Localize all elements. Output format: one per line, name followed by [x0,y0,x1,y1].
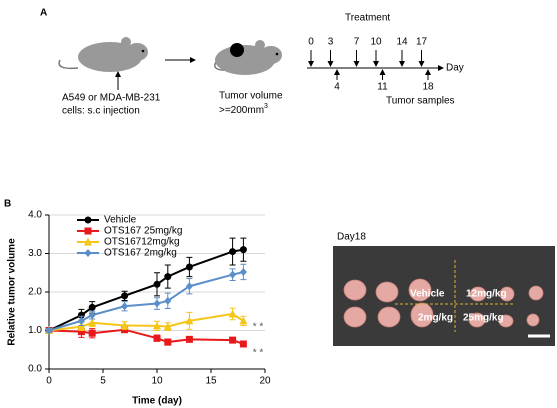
legend-label: OTS167 2mg/kg [104,248,177,259]
chart: 0.0 1.0 2.0 3.0 4.0 0 5 10 15 20 Time (day) Relativ… [7,210,271,407]
legend-label: OTS167 25mg/kg [104,226,182,237]
sample-day: 11 [377,82,388,93]
marker [239,316,248,325]
marker [229,336,237,344]
y-axis-label: Relative tumor volume [7,238,18,346]
treatment-day: 3 [328,37,334,48]
marker [120,320,129,329]
marker [45,326,53,335]
photo-label: 25mg/kg [463,313,504,324]
marker [229,270,237,279]
timeline-title: Treatment [345,13,390,24]
marker [88,329,96,337]
x-tick-label: 10 [151,376,163,387]
x-tick-label: 5 [100,376,106,387]
marker [153,299,161,308]
marker [229,248,237,256]
marker [153,321,161,330]
superscript: 3 [264,103,268,110]
photo-title: Day18 [337,232,366,243]
sample-day: 18 [422,82,434,93]
marker [84,227,92,235]
marker [164,338,172,346]
marker [153,280,161,288]
marker [77,311,85,319]
marker [185,282,193,291]
series-line [48,248,244,332]
series-line [48,271,244,332]
marker [164,273,172,281]
mouse-left [58,37,148,72]
marker [88,303,96,311]
photo: Day18 Vehicle 12mg/kg 2mg/kg 25mg/kg [333,232,555,346]
x-tick-label: 0 [46,376,52,387]
treatment-day: 10 [370,37,382,48]
treatment-day: 17 [416,37,428,48]
marker [164,296,172,305]
marker [239,267,247,276]
mouse-right [214,40,282,75]
marker [239,340,247,348]
marker [153,334,161,342]
panel-label: A [40,8,47,19]
y-tick-label: 2.0 [28,287,42,298]
timeline: Treatment Day Tumor samples 0 3 7 10 14 17 4 11… [307,13,464,107]
panel-label: B [4,199,11,210]
significance: * * [253,348,264,359]
tumor-text: Tumor volume [219,91,283,102]
tumor-text: >=200mm3 [219,103,268,116]
injection-text: A549 or MDA-MB-231 [62,93,161,104]
marker [88,318,97,327]
y-tick-label: 1.0 [28,325,42,336]
significance: * * [253,322,264,333]
marker [77,316,85,325]
marker [228,309,237,318]
injection-text: cells: s.c injection [62,106,140,117]
marker [121,302,129,311]
samples-label: Tumor samples [386,96,455,107]
photo-label: Vehicle [410,289,445,300]
treatment-day: 0 [308,37,314,48]
marker [84,249,92,257]
marker [185,335,193,343]
marker [77,328,85,336]
marker [84,216,92,224]
marker [163,322,172,331]
marker [77,322,86,331]
marker [121,292,129,300]
marker [88,311,96,320]
legend-label: OTS16712mg/kg [104,237,180,248]
y-tick-label: 0.0 [28,364,42,375]
x-axis-label: Time (day) [132,396,182,407]
marker [84,237,92,246]
photo-label: 2mg/kg [418,313,453,324]
legend-label: Vehicle [104,215,137,226]
photo-label: 12mg/kg [466,289,507,300]
y-tick-label: 4.0 [28,210,42,221]
x-tick-label: 20 [259,376,271,387]
sample-day: 4 [334,82,340,93]
y-tick-label: 3.0 [28,248,42,259]
treatment-day: 14 [396,37,408,48]
tumor-text: >=200mm [219,105,264,116]
x-tick-label: 15 [205,376,217,387]
marker [239,246,247,254]
timeline-axis-label: Day [446,63,464,74]
treatment-day: 7 [354,37,360,48]
marker [185,263,193,271]
marker [185,316,194,325]
